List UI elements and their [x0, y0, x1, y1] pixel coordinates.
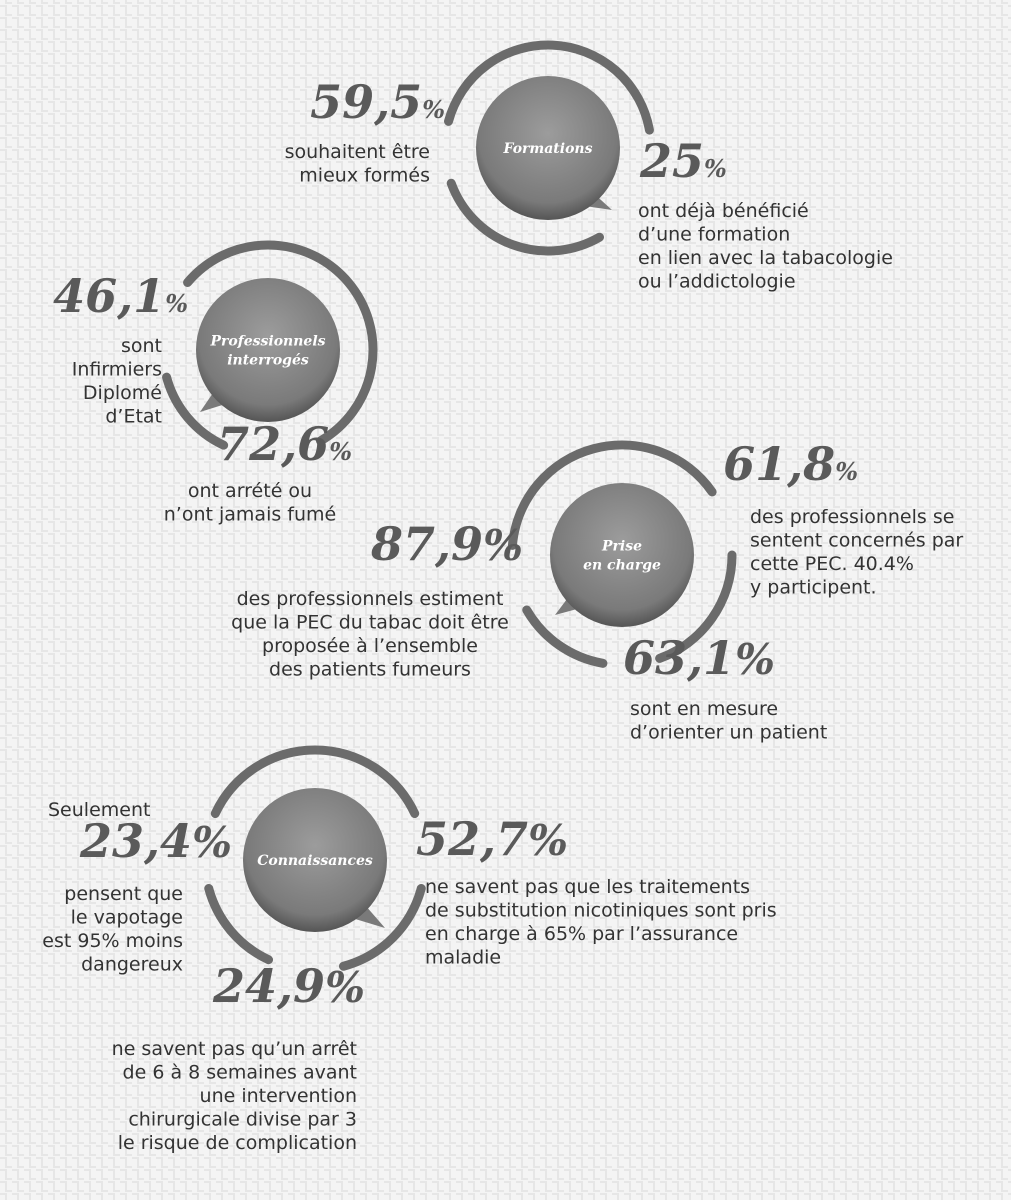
stat-description: ont déjà bénéficié [638, 200, 809, 222]
stat-value: 72,6% [217, 417, 352, 471]
stat-prefix: Seulement [48, 799, 150, 821]
stat-number: 63,1 [623, 631, 735, 685]
ring-arc [507, 440, 717, 550]
stat-description: de substitution nicotiniques sont pris [425, 900, 777, 922]
stat-description: est 95% moins [42, 930, 183, 952]
ring-arc [204, 883, 274, 965]
stat-value: 24,9% [212, 959, 365, 1013]
stat-value: 25% [639, 134, 727, 188]
stat-description: ne savent pas qu’un arrêt [112, 1038, 357, 1060]
stat-description: de 6 à 8 semaines avant [123, 1062, 357, 1084]
stat-value: 46,1% [53, 269, 188, 323]
stat-unit: % [704, 154, 727, 183]
stat-description: chirurgicale divise par 3 [128, 1109, 357, 1131]
stat-number: 23,4 [79, 814, 192, 868]
stat-value: 63,1% [623, 631, 775, 685]
ring-arc [655, 550, 737, 663]
stat-value: 61,8% [723, 437, 858, 491]
stat-value: 59,5% [310, 75, 445, 129]
stat-unit: % [835, 457, 858, 486]
stat-number: 61,8 [723, 437, 835, 491]
stat-description: des patients fumeurs [269, 659, 471, 681]
topic-label: Connaissances [257, 853, 373, 869]
stat-description: maladie [425, 947, 501, 969]
ring-arc [162, 372, 229, 450]
topic-label: Prise [601, 539, 642, 555]
stat-description: y participent. [750, 577, 877, 599]
stat-number: 52,7 [416, 812, 528, 866]
ring-arc [522, 605, 608, 668]
stat-unit: % [528, 816, 568, 865]
stat-description: d’une formation [638, 224, 790, 246]
stat-description: des professionnels se [750, 506, 954, 528]
topic-disc [196, 278, 340, 422]
stat-unit: % [329, 437, 352, 466]
stat-description: Diplomé [83, 382, 162, 404]
stat-description: ne savent pas que les traitements [425, 876, 750, 898]
stat-description: sont en mesure [630, 698, 778, 720]
bubble-tail [200, 390, 232, 412]
stat-description: sentent concernés par [750, 530, 963, 552]
stat-number: 46,1 [53, 269, 165, 323]
stat-description: ou l’addictologie [638, 271, 796, 293]
stat-description: pensent que [64, 883, 183, 905]
ring-arc [210, 745, 420, 819]
topic-disc [243, 788, 387, 932]
stat-value: 87,9% [370, 517, 523, 571]
stat-description: d’orienter un patient [630, 722, 827, 744]
stat-description: le risque de complication [118, 1132, 357, 1154]
stat-description: une intervention [200, 1085, 357, 1107]
stat-unit: % [483, 521, 523, 570]
stat-unit: % [325, 963, 365, 1012]
stat-number: 72,6 [217, 417, 329, 471]
stat-description: en lien avec la tabacologie [638, 247, 893, 269]
stat-description: d’Etat [105, 406, 162, 428]
stat-unit: % [192, 818, 232, 867]
stat-description: Infirmiers [72, 359, 162, 381]
ring-arc [338, 883, 426, 971]
stat-number: 59,5 [310, 75, 422, 129]
stat-description: ont arrété ou [188, 480, 312, 502]
stat-description: dangereux [81, 954, 183, 976]
stat-description: proposée à l’ensemble [262, 635, 478, 657]
topic-disc [476, 76, 620, 220]
stat-number: 24,9 [212, 959, 325, 1013]
stat-description: souhaitent être [285, 141, 430, 163]
stat-description: des professionnels estiment [237, 588, 504, 610]
topic-label: en charge [583, 558, 661, 574]
ring-arc [183, 240, 378, 446]
topic-label: interrogés [227, 353, 309, 369]
topic-label: Formations [503, 141, 593, 157]
stat-number: 87,9 [370, 517, 483, 571]
stat-unit: % [422, 95, 445, 124]
stat-value: 23,4% [79, 814, 232, 868]
stat-description: mieux formés [299, 165, 430, 187]
stat-description: le vapotage [71, 907, 183, 929]
stat-value: 52,7% [416, 812, 568, 866]
topic-label: Professionnels [209, 334, 325, 350]
ring-arc [444, 40, 654, 135]
stat-unit: % [735, 635, 775, 684]
stat-description: cette PEC. 40.4% [750, 553, 914, 575]
stat-description: que la PEC du tabac doit être [231, 612, 509, 634]
stat-unit: % [165, 289, 188, 318]
topic-disc [550, 483, 694, 627]
stat-description: sont [121, 335, 162, 357]
stat-description: en charge à 65% par l’assurance [425, 923, 738, 945]
stat-number: 25 [639, 134, 704, 188]
stat-description: n’ont jamais fumé [164, 504, 336, 526]
ring-arc [446, 178, 604, 256]
